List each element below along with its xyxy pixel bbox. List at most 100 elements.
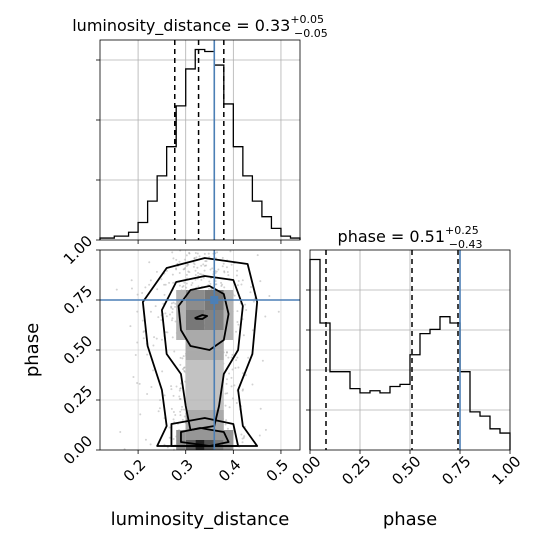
- scatter-point: [170, 388, 173, 391]
- scatter-point: [170, 306, 173, 309]
- scatter-point: [183, 369, 186, 372]
- scatter-point: [172, 394, 175, 397]
- scatter-point: [216, 251, 219, 254]
- scatter-point: [250, 286, 253, 289]
- scatter-point: [164, 331, 167, 334]
- scatter-point: [150, 386, 153, 389]
- luminosity-distance-histogram-panel: [96, 39, 301, 244]
- scatter-point: [224, 354, 227, 357]
- scatter-point: [165, 315, 168, 318]
- scatter-point: [183, 281, 186, 284]
- x-tick-label: 0.75: [438, 452, 474, 488]
- scatter-point: [203, 269, 206, 272]
- scatter-point: [234, 367, 237, 370]
- scatter-point: [186, 263, 189, 266]
- scatter-point: [175, 268, 178, 271]
- scatter-point: [221, 256, 224, 259]
- scatter-point: [165, 269, 168, 272]
- scatter-point: [182, 355, 185, 358]
- scatter-point: [223, 270, 226, 273]
- scatter-point: [155, 270, 158, 273]
- scatter-point: [139, 413, 142, 416]
- scatter-point: [208, 287, 211, 290]
- scatter-point: [171, 317, 174, 320]
- scatter-point: [136, 341, 139, 344]
- scatter-point: [268, 294, 271, 297]
- scatter-point: [200, 264, 203, 267]
- scatter-point: [221, 283, 224, 286]
- scatter-point: [163, 283, 166, 286]
- scatter-point: [202, 263, 205, 266]
- scatter-point: [171, 336, 174, 339]
- scatter-point: [230, 263, 233, 266]
- scatter-point: [264, 428, 267, 431]
- scatter-point: [194, 274, 197, 277]
- scatter-point: [229, 250, 232, 253]
- scatter-point: [153, 336, 156, 339]
- scatter-point: [179, 398, 182, 401]
- scatter-point: [214, 271, 217, 274]
- y-tick-label: 0.50: [60, 332, 96, 368]
- scatter-point: [236, 284, 239, 287]
- scatter-point: [191, 281, 194, 284]
- histogram-step-line: [309, 258, 511, 450]
- scatter-point: [134, 353, 137, 356]
- scatter-point: [179, 387, 182, 390]
- scatter-point: [178, 389, 181, 392]
- scatter-point: [163, 394, 166, 397]
- scatter-point: [243, 435, 246, 438]
- scatter-point: [242, 372, 245, 375]
- scatter-point: [175, 258, 178, 261]
- scatter-point: [172, 281, 175, 284]
- scatter-point: [200, 273, 203, 276]
- scatter-point: [236, 356, 239, 359]
- scatter-point: [171, 273, 174, 276]
- scatter-point: [196, 252, 199, 255]
- scatter-point: [174, 320, 177, 323]
- scatter-point: [170, 302, 173, 305]
- scatter-point: [197, 272, 200, 275]
- scatter-point: [225, 351, 228, 354]
- scatter-point: [261, 359, 264, 362]
- scatter-point: [194, 252, 197, 255]
- scatter-point: [152, 344, 155, 347]
- scatter-point: [187, 263, 190, 266]
- scatter-point: [227, 356, 230, 359]
- density-cell: [176, 430, 234, 440]
- scatter-point: [209, 288, 212, 291]
- x-tick-label: 0.2: [120, 456, 150, 486]
- scatter-point: [170, 319, 173, 322]
- scatter-point: [236, 269, 239, 272]
- scatter-point: [200, 278, 203, 281]
- scatter-point: [161, 370, 164, 373]
- phase-title-prefix: phase =: [338, 227, 410, 246]
- scatter-point: [179, 387, 182, 390]
- phase-title-value: 0.51: [409, 227, 445, 246]
- axes-frame: [99, 39, 301, 241]
- scatter-point: [241, 441, 244, 444]
- scatter-point: [182, 284, 185, 287]
- scatter-point: [209, 282, 212, 285]
- scatter-point: [183, 366, 186, 369]
- scatter-point: [194, 269, 197, 272]
- scatter-point: [259, 407, 262, 410]
- x-tick-label: 0.50: [388, 452, 424, 488]
- scatter-point: [198, 255, 201, 258]
- scatter-point: [207, 252, 210, 255]
- scatter-point: [188, 251, 191, 254]
- density-cell: [176, 440, 186, 450]
- scatter-point: [242, 388, 245, 391]
- scatter-point: [208, 256, 211, 259]
- scatter-point: [180, 408, 183, 411]
- scatter-point: [188, 271, 191, 274]
- scatter-point: [205, 260, 208, 263]
- scatter-point: [215, 283, 218, 286]
- scatter-point: [115, 288, 118, 291]
- x-tick-label: 0.25: [338, 452, 374, 488]
- scatter-point: [178, 260, 181, 263]
- truth-marker: [210, 296, 219, 304]
- scatter-point: [251, 329, 254, 332]
- scatter-point: [196, 266, 199, 269]
- scatter-point: [211, 267, 214, 270]
- scatter-point: [172, 257, 175, 260]
